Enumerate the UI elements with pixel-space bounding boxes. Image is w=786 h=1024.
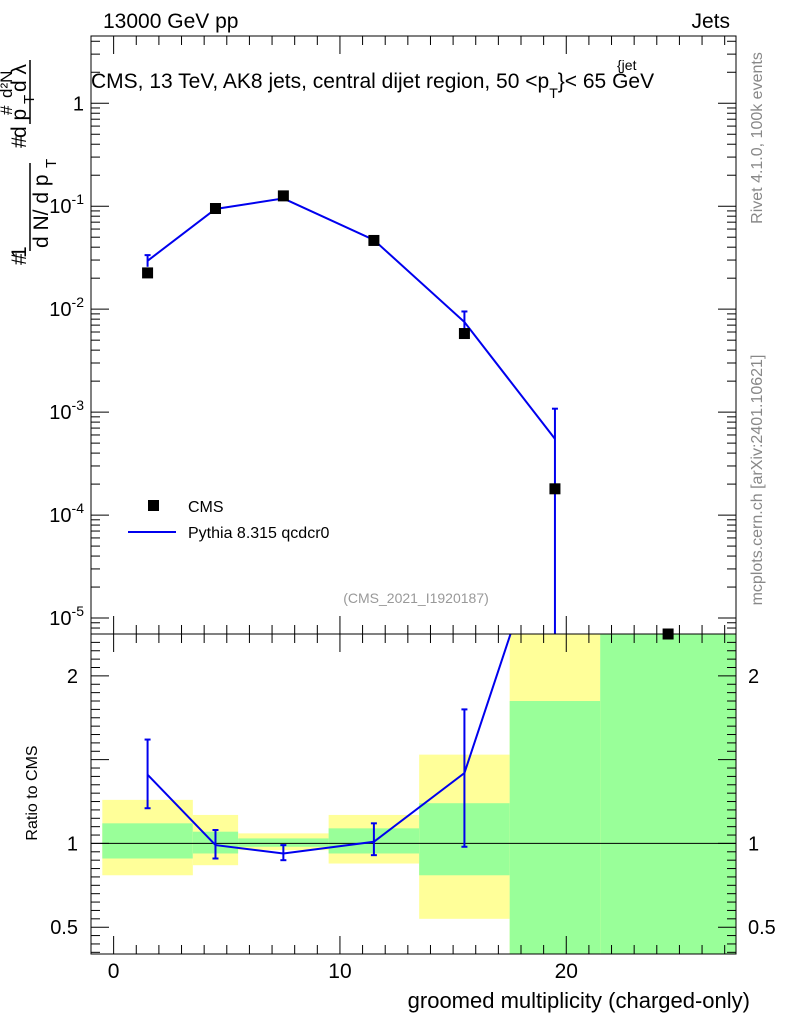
svg-text:CMS, 13 TeV, AK8 jets, central: CMS, 13 TeV, AK8 jets, central dijet reg…: [91, 70, 654, 101]
data-point-5: [549, 483, 561, 495]
header-collision-label: 13000 GeV pp: [103, 10, 238, 33]
band-inner-0: [102, 823, 193, 859]
plot-title: CMS, 13 TeV, AK8 jets, central dijet reg…: [91, 57, 654, 101]
x-tick-label-20: 20: [555, 960, 578, 983]
axis-tick-labels: 0 10 20 1 10-1 10-2 10-3 10-4 10-5 0.5 0.5 1 1 2 2: [49, 93, 776, 983]
data-series-main: [142, 190, 674, 640]
ratio-y-axis-title: Ratio to CMS: [24, 745, 41, 840]
svg-text:d p: d p: [8, 109, 31, 138]
svg-text:#: #: [8, 136, 31, 148]
y-tick-label-main--5: 10-5: [49, 603, 84, 630]
x-tick-label-0: 0: [108, 960, 120, 983]
data-point-1: [209, 203, 221, 215]
ratio-uncertainty-bands: [102, 634, 736, 954]
mc-series-main: [144, 195, 558, 634]
legend: CMS Pythia 8.315 qcdcr0: [128, 499, 330, 542]
band-inner-2: [238, 838, 329, 847]
svg-text:d N/ d p: d N/ d p: [30, 174, 53, 248]
ratio-panel-frame: [90, 633, 737, 955]
main-panel-frame: [90, 35, 737, 635]
svg-text:1: 1: [8, 246, 31, 258]
svg-text:d²N: d²N: [0, 71, 16, 98]
rivet-version-label: Rivet 4.1.0, 100k events: [749, 52, 766, 224]
data-point-0: [142, 267, 154, 279]
legend-data-marker: [148, 500, 159, 511]
legend-data-label: CMS: [188, 499, 224, 516]
y-tick-label-ratio-1: 1: [67, 833, 78, 855]
x-axis-title: groomed multiplicity (charged-only): [408, 988, 750, 1013]
mc-line-ratio: [146, 634, 512, 855]
header-category-label: Jets: [691, 10, 730, 33]
mc-series-ratio: [144, 634, 512, 862]
svg-text:d λ: d λ: [8, 63, 31, 92]
legend-mc-label: Pythia 8.315 qcdcr0: [188, 525, 330, 542]
y-tick-label-ratio-right-2: 2: [748, 666, 759, 688]
svg-text:{jet: {jet: [617, 57, 637, 73]
y-tick-label-main--2: 10-2: [49, 294, 84, 321]
y-tick-label-main-1: 1: [73, 93, 84, 115]
band-inner-6: [600, 634, 736, 954]
axis-ticks: [90, 36, 736, 954]
y-tick-label-main--3: 10-3: [49, 397, 84, 424]
svg-text:#: #: [0, 105, 16, 115]
x-tick-label-10: 10: [328, 960, 351, 983]
y-tick-label-ratio-0.5: 0.5: [50, 917, 78, 939]
y-tick-label-ratio-right-1: 1: [748, 833, 759, 855]
main-y-axis-title: # 1 d N/ d p T # d p T d λ # d²N: [0, 60, 60, 265]
y-tick-label-main--1: 10-1: [49, 191, 84, 218]
mc-line-main: [146, 197, 556, 440]
svg-text:T: T: [43, 159, 60, 168]
mcplots-label: mcplots.cern.ch [arXiv:2401.10621]: [749, 355, 766, 606]
analysis-id-label: (CMS_2021_I1920187): [343, 590, 489, 606]
y-tick-label-ratio-2: 2: [67, 666, 78, 688]
data-point-4: [458, 328, 470, 340]
band-inner-5: [509, 701, 601, 954]
data-point-2: [277, 190, 289, 202]
data-point-3: [368, 234, 380, 246]
svg-text:#: #: [8, 253, 31, 265]
y-tick-label-ratio-right-0.5: 0.5: [748, 917, 776, 939]
y-tick-label-main--4: 10-4: [49, 500, 84, 527]
